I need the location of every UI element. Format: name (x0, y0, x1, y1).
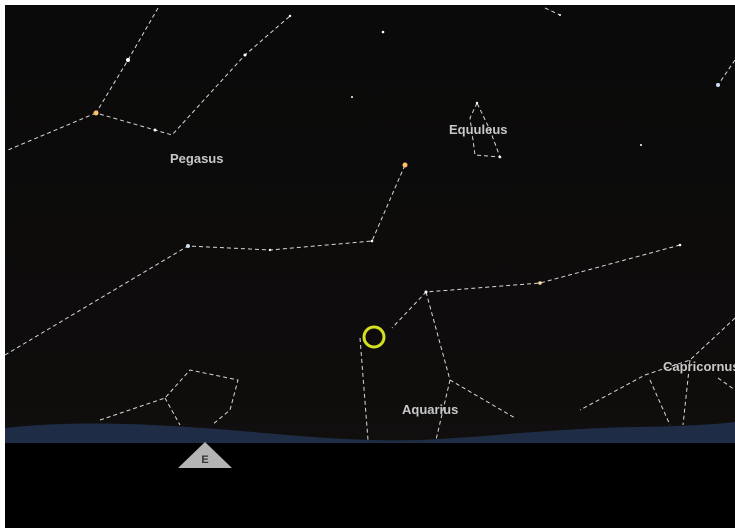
constellation-label[interactable]: Equuleus (449, 122, 508, 137)
sky-map[interactable]: Pegasus Equuleus Aquarius Capricornus E (0, 0, 735, 528)
compass-label: E (201, 454, 208, 466)
constellation-label[interactable]: Capricornus (663, 359, 735, 374)
page: Pegasus Equuleus Aquarius Capricornus E … (0, 0, 735, 528)
ground (5, 443, 735, 528)
constellation-label[interactable]: Pegasus (170, 151, 223, 166)
constellation-label[interactable]: Aquarius (402, 402, 458, 417)
